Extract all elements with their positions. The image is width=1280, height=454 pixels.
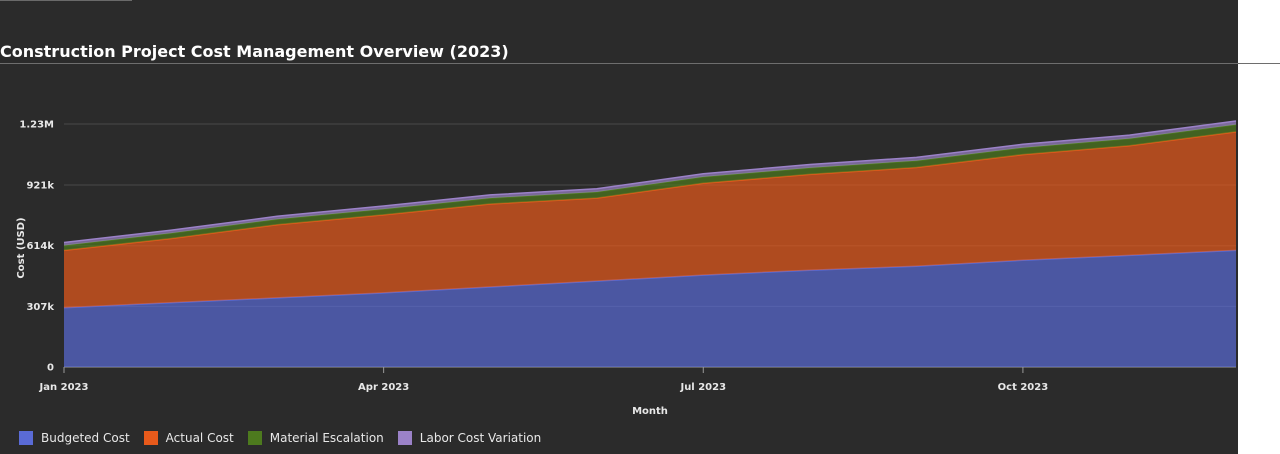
y-tick-label: 1.23M [19,120,54,131]
area-labor-cost-variation [64,121,1236,246]
legend-label-material: Material Escalation [269,431,384,445]
legend-swatch-labor [397,431,412,445]
x-tick-label: Oct 2023 [998,382,1049,393]
legend-swatch-actual [143,431,158,445]
axes: 0 307k 614k 921k 1.23M Jan 2023 Apr 2023 Jul 20… [19,120,1048,394]
area-budgeted-cost [64,250,1236,367]
x-tick-label: Jul 2023 [679,382,726,393]
tab-indicator [0,0,132,1]
legend-item-actual[interactable]: Actual Cost [143,431,234,445]
x-tick-label: Apr 2023 [358,382,409,393]
y-axis-label: Cost (USD) [16,217,27,278]
legend: Budgeted Cost Actual Cost Material Escal… [19,431,555,445]
legend-item-labor[interactable]: Labor Cost Variation [397,431,542,445]
legend-swatch-budgeted [19,431,33,445]
legend-item-material[interactable]: Material Escalation [247,431,384,445]
chart-title: Construction Project Cost Management Ove… [0,42,509,61]
x-tick-label: Jan 2023 [39,382,89,393]
y-tick-label: 614k [26,241,54,252]
legend-label-labor: Labor Cost Variation [419,431,542,445]
legend-item-budgeted[interactable]: Budgeted Cost [19,431,130,445]
x-axis-label: Month [632,406,668,417]
area-material-escalation [64,124,1236,251]
title-divider [0,63,1280,64]
legend-label-actual: Actual Cost [165,431,234,445]
area-actual-cost [64,131,1236,308]
y-tick-label: 307k [26,302,54,313]
legend-swatch-material [247,431,262,445]
y-tick-label: 0 [47,363,54,374]
series-areas [63,120,1237,367]
line-labor-cost-variation [63,120,1237,244]
y-tick-label: 921k [26,181,54,192]
legend-label-budgeted: Budgeted Cost [41,431,130,445]
